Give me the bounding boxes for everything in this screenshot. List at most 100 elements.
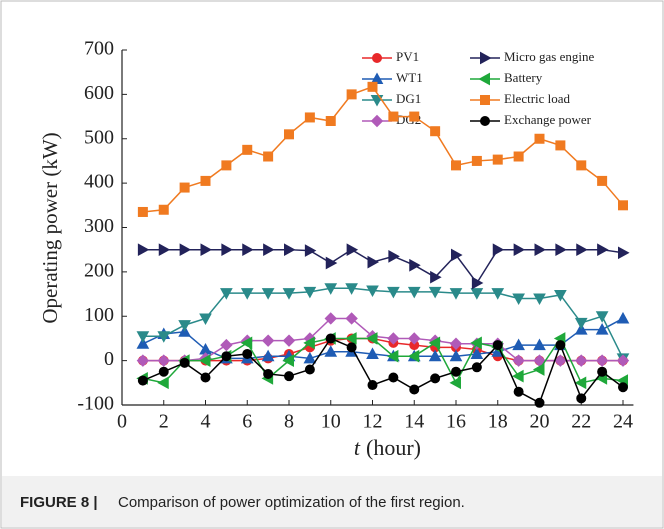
y-axis-label: Operating power (kW) — [38, 132, 62, 323]
data-point — [282, 354, 294, 367]
y-tick-label: 100 — [84, 304, 114, 326]
data-point — [491, 288, 505, 300]
legend-label: Exchange power — [504, 112, 592, 127]
data-point — [512, 293, 525, 306]
data-point — [282, 288, 296, 300]
data-point — [428, 286, 442, 299]
data-point — [324, 345, 338, 357]
data-point — [409, 384, 420, 395]
data-point — [198, 354, 211, 367]
data-point — [574, 376, 587, 390]
caption: Comparison of power optimization of the … — [118, 494, 465, 511]
x-tick-label: 14 — [404, 411, 424, 433]
data-point — [595, 323, 609, 335]
data-point — [576, 243, 588, 257]
data-point — [386, 349, 399, 363]
data-point — [136, 354, 150, 367]
legend-label: WT1 — [396, 70, 423, 85]
data-point — [324, 283, 338, 295]
data-point — [512, 338, 525, 351]
data-point — [179, 357, 190, 368]
y-tick-label: 400 — [84, 171, 114, 193]
data-point — [365, 332, 378, 345]
data-point — [409, 111, 420, 122]
y-tick-label: 700 — [84, 38, 114, 60]
data-point — [532, 363, 545, 376]
data-point — [597, 366, 608, 377]
data-point — [325, 256, 338, 270]
data-point — [200, 175, 211, 186]
data-point — [428, 336, 441, 350]
data-point — [574, 317, 588, 330]
data-point — [282, 334, 296, 347]
data-point — [387, 286, 400, 299]
x-tick-label: 8 — [284, 411, 294, 433]
legend-label: PV1 — [396, 49, 419, 64]
data-point — [345, 283, 358, 295]
data-point — [388, 249, 400, 263]
data-point — [367, 380, 378, 391]
data-point — [284, 371, 294, 382]
legend-label: Electric load — [504, 91, 571, 106]
data-point — [240, 336, 253, 350]
y-tick-label: 600 — [84, 82, 114, 104]
data-point — [179, 243, 192, 257]
data-point — [325, 116, 336, 126]
data-point — [137, 206, 148, 217]
data-point — [304, 112, 315, 123]
data-point — [303, 286, 317, 299]
data-point — [533, 338, 546, 351]
data-point — [200, 372, 211, 383]
data-point — [554, 289, 567, 302]
data-point — [492, 340, 503, 351]
data-point — [263, 368, 274, 379]
data-point — [387, 332, 400, 345]
data-point — [409, 258, 421, 272]
data-point — [367, 255, 380, 269]
data-point — [137, 375, 148, 386]
data-point — [449, 349, 463, 362]
data-point — [471, 276, 484, 290]
data-point — [451, 160, 461, 171]
data-point — [366, 347, 379, 359]
data-point — [367, 81, 378, 92]
legend-label: Micro gas engine — [504, 49, 594, 64]
x-tick-label: 0 — [117, 411, 127, 433]
y-tick-label: -100 — [77, 393, 114, 415]
data-point — [304, 244, 317, 257]
data-point — [179, 182, 190, 193]
y-tick-label: 0 — [104, 348, 114, 370]
data-point — [470, 336, 482, 350]
data-point — [449, 337, 463, 350]
y-tick-label: 300 — [84, 215, 114, 237]
data-point — [157, 331, 171, 343]
data-point — [554, 354, 567, 367]
data-point — [471, 362, 482, 373]
data-point — [471, 155, 482, 166]
x-tick-label: 6 — [242, 411, 252, 433]
data-point — [512, 354, 525, 367]
data-point — [345, 312, 358, 325]
y-tick-label: 500 — [84, 126, 114, 148]
x-axis-var: t — [354, 435, 361, 460]
legend-marker — [480, 95, 490, 105]
data-point — [157, 354, 170, 367]
data-point — [576, 393, 587, 404]
data-point — [534, 397, 545, 408]
data-point — [346, 89, 357, 100]
data-point — [512, 369, 524, 383]
data-point — [303, 351, 317, 364]
data-point — [513, 151, 524, 162]
data-point — [158, 243, 171, 257]
data-point — [534, 243, 547, 257]
x-tick-label: 22 — [571, 411, 591, 433]
data-point — [513, 243, 526, 257]
data-point — [263, 151, 274, 162]
data-point — [200, 243, 213, 257]
data-point — [430, 126, 441, 137]
data-point — [220, 288, 233, 300]
data-point — [284, 129, 294, 140]
data-point — [470, 288, 484, 300]
data-point — [220, 338, 233, 352]
